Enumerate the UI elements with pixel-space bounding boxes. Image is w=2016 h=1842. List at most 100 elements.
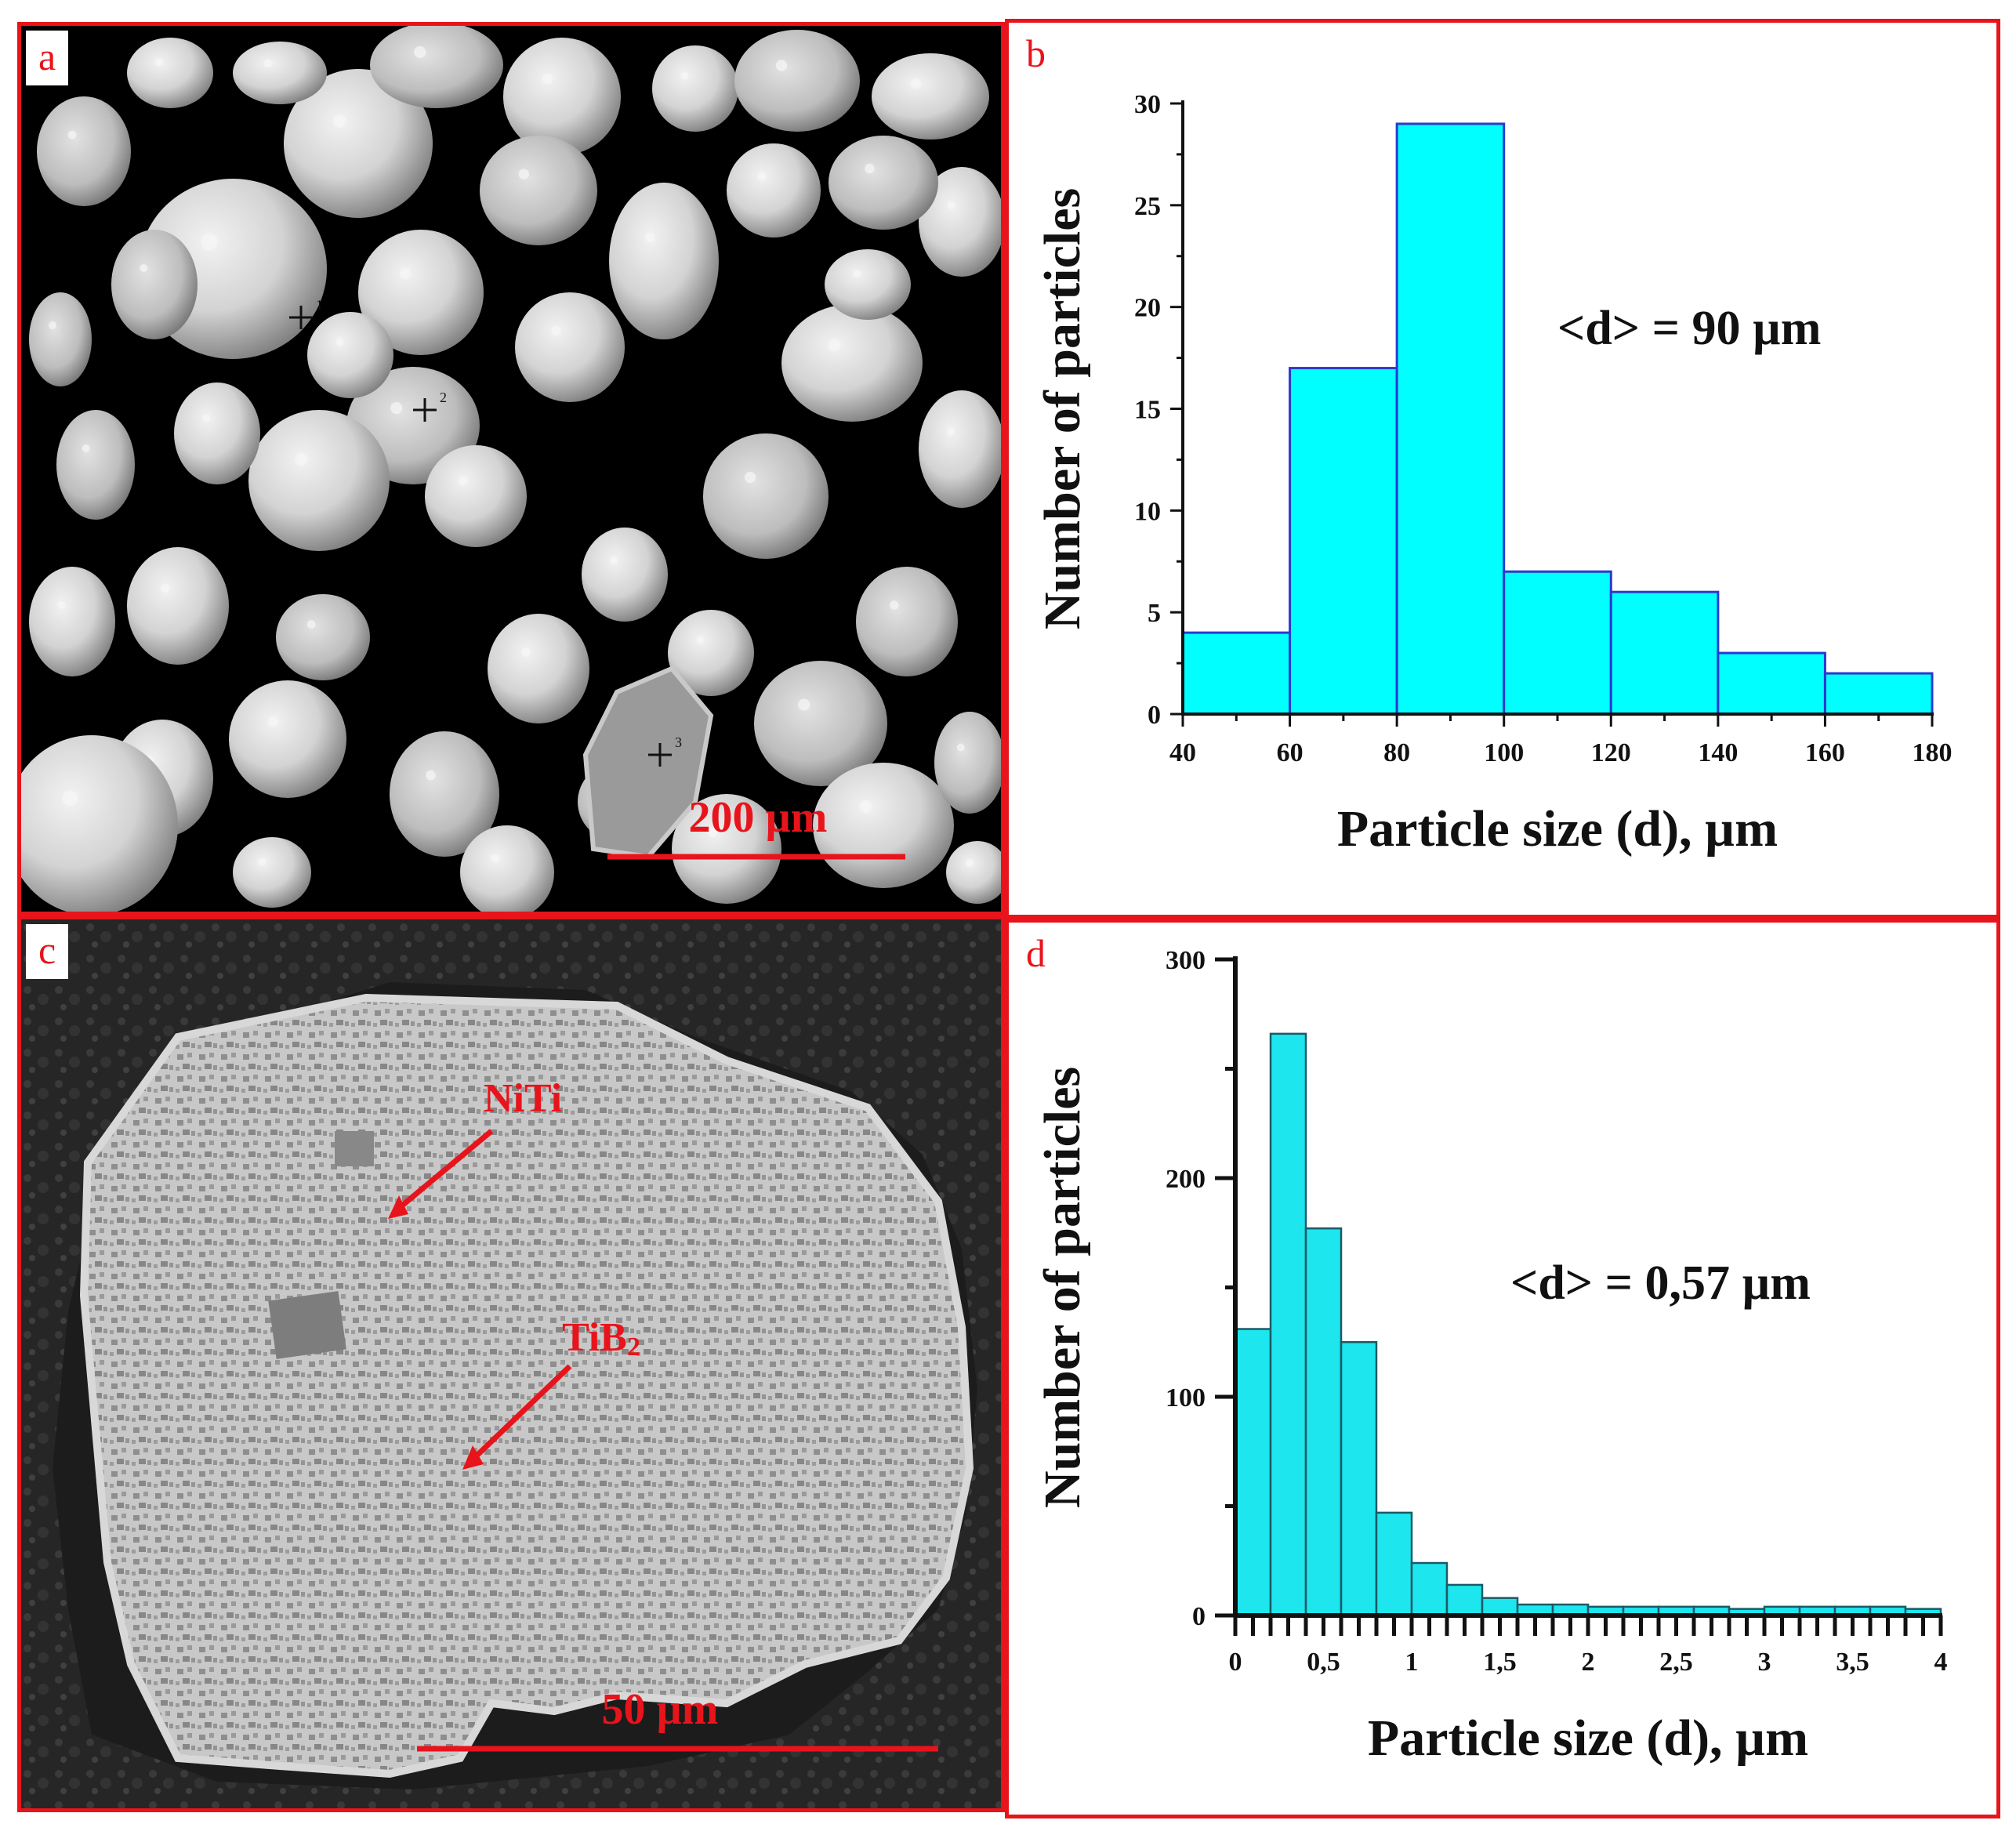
- powder-particle: [480, 136, 597, 245]
- y-tick-label: 200: [1166, 1165, 1206, 1194]
- measurement-markers: [289, 306, 672, 767]
- powder-particle: [111, 230, 198, 339]
- x-tick-label: 4: [1934, 1648, 1948, 1677]
- panel-label-a: a: [26, 31, 69, 85]
- powder-particle: [946, 841, 1001, 904]
- particle-satellite: [263, 59, 273, 68]
- histogram-bar: [1445, 1583, 1484, 1617]
- particle-satellite: [859, 800, 872, 814]
- particle-satellite: [645, 232, 655, 243]
- phase-label-tib2: TiB2: [562, 1315, 640, 1362]
- panel-label-c: c: [26, 924, 69, 979]
- x-tick-label: 2: [1582, 1648, 1595, 1677]
- particle-satellite: [306, 620, 316, 629]
- powder-particle: [668, 610, 754, 696]
- x-tick-label: 0,5: [1307, 1648, 1340, 1677]
- particle-satellite: [757, 172, 767, 181]
- x-tick-label: 1: [1405, 1648, 1419, 1677]
- histogram-bar: [1304, 1227, 1343, 1617]
- marker-1: 1: [316, 297, 323, 313]
- x-axis-label-d: Particle size (d), µm: [1368, 1710, 1808, 1767]
- particle-cross-section: [79, 993, 974, 1779]
- powder-particle: [781, 304, 923, 422]
- y-tick-label: 300: [1166, 946, 1206, 975]
- histogram-bar: [1340, 1341, 1378, 1617]
- powder-particle: [233, 42, 327, 104]
- histogram-bar: [1234, 1328, 1272, 1617]
- powder-particle: [703, 433, 829, 559]
- x-tick-label: 140: [1698, 738, 1738, 767]
- particle-satellite: [775, 60, 788, 71]
- powder-particle: [934, 712, 1001, 814]
- histogram-bar: [1269, 1032, 1307, 1617]
- y-tick-label: 0: [1148, 701, 1161, 730]
- histogram-bar: [1375, 1511, 1413, 1617]
- particle-satellite: [947, 427, 955, 436]
- powder-particle: [503, 38, 621, 155]
- particle-satellite: [520, 647, 531, 657]
- particle-satellite: [67, 130, 77, 140]
- histogram-bar: [1717, 651, 1826, 716]
- irregular-fragment: [582, 665, 714, 860]
- x-tick-label: 3: [1758, 1648, 1771, 1677]
- y-tick-label: 10: [1134, 497, 1161, 526]
- powder-particle: [609, 183, 719, 339]
- histogram-bar: [1503, 570, 1612, 716]
- x-tick-label: 2,5: [1659, 1648, 1693, 1677]
- histogram-b-bars: [1181, 122, 1934, 716]
- powder-particle: [390, 731, 499, 857]
- particle-satellite: [680, 71, 689, 80]
- powder-particle: [358, 230, 484, 355]
- particle-satellite: [966, 859, 974, 867]
- particle-satellite: [140, 264, 148, 272]
- particle-satellite: [910, 78, 921, 89]
- mean-size-annotation-b: <d> = 90 µm: [1557, 302, 1821, 355]
- particle-satellite: [956, 743, 965, 752]
- powder-particle: [460, 825, 554, 912]
- powder-particle: [56, 410, 135, 520]
- particle-satellite: [82, 444, 90, 452]
- particle-satellite: [865, 163, 875, 174]
- panel-a-sem-image: 1 2 3 200 µm a: [17, 22, 1005, 916]
- y-tick-label: 30: [1134, 90, 1161, 119]
- x-tick-label: 160: [1805, 738, 1845, 767]
- histogram-bar: [1395, 122, 1506, 716]
- powder-particle: [856, 567, 958, 676]
- panel-c-sem-cross-section: NiTi TiB2 50 µm c: [17, 916, 1005, 1812]
- mean-size-annotation-d: <d> = 0,57 µm: [1510, 1256, 1811, 1310]
- powder-particle: [284, 69, 433, 218]
- arrow-tib2: [470, 1364, 572, 1463]
- arrow-niti: [395, 1129, 494, 1212]
- powder-particle: [672, 794, 781, 904]
- powder-particle: [425, 445, 527, 547]
- powder-particle: [582, 528, 668, 622]
- x-tick-label: 60: [1277, 738, 1304, 767]
- x-tick-label: 120: [1591, 738, 1631, 767]
- particle-satellite: [491, 854, 500, 863]
- panel-label-d: d: [1013, 927, 1058, 982]
- particle-satellite: [390, 401, 403, 415]
- powder-particle: [370, 26, 503, 108]
- powder-particle: [488, 614, 589, 723]
- particle-satellite: [551, 325, 561, 336]
- particle-satellite: [610, 557, 618, 564]
- phase-label-niti: NiTi: [484, 1076, 562, 1121]
- powder-particle: [734, 30, 860, 132]
- powder-particle: [825, 249, 911, 320]
- particle-satellite: [947, 201, 955, 209]
- powder-particle: [21, 735, 178, 912]
- particle-satellite: [828, 339, 841, 352]
- particle-satellite: [202, 414, 211, 422]
- x-tick-label: 0: [1229, 1648, 1242, 1677]
- powder-particle: [754, 661, 887, 786]
- powder-particle: [276, 594, 370, 680]
- powder-particle: [29, 567, 115, 676]
- x-tick-label: 3,5: [1836, 1648, 1869, 1677]
- particle-satellite: [160, 583, 170, 593]
- particle-satellite: [49, 321, 56, 329]
- histogram-b-axes: 0 5 10 15 20 25 30 40 60 80 100 120 140 160 180: [1134, 90, 1953, 767]
- x-tick-label: 40: [1169, 738, 1196, 767]
- powder-particles: [21, 26, 1001, 912]
- marker-3: 3: [675, 734, 682, 750]
- histogram-bar: [1181, 631, 1292, 716]
